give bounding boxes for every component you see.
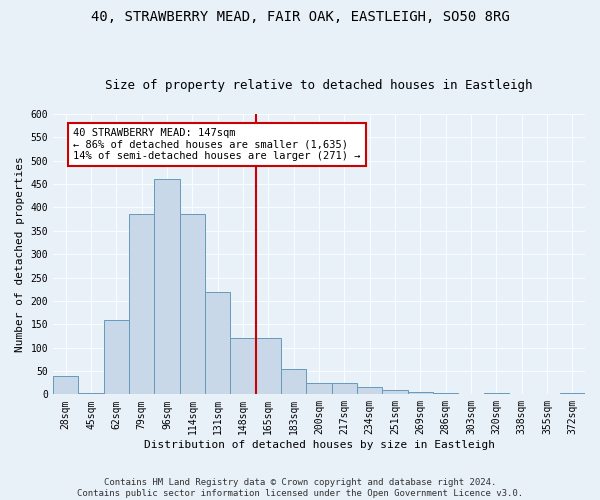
Bar (307, 382, 332, 394)
Title: Size of property relative to detached houses in Eastleigh: Size of property relative to detached ho… (105, 79, 533, 92)
Bar (154, 180, 179, 394)
X-axis label: Distribution of detached houses by size in Eastleigh: Distribution of detached houses by size … (143, 440, 494, 450)
Bar (433, 393, 458, 394)
Text: Contains HM Land Registry data © Crown copyright and database right 2024.
Contai: Contains HM Land Registry data © Crown c… (77, 478, 523, 498)
Bar (79, 393, 104, 394)
Bar (357, 388, 382, 394)
Bar (129, 214, 154, 394)
Bar (179, 214, 205, 394)
Text: 40, STRAWBERRY MEAD, FAIR OAK, EASTLEIGH, SO50 8RG: 40, STRAWBERRY MEAD, FAIR OAK, EASTLEIGH… (91, 10, 509, 24)
Bar (407, 392, 433, 394)
Bar (53, 376, 79, 394)
Bar (281, 368, 307, 394)
Bar (382, 390, 407, 394)
Bar (230, 338, 256, 394)
Y-axis label: Number of detached properties: Number of detached properties (15, 156, 25, 352)
Text: 40 STRAWBERRY MEAD: 147sqm
← 86% of detached houses are smaller (1,635)
14% of s: 40 STRAWBERRY MEAD: 147sqm ← 86% of deta… (73, 128, 361, 161)
Bar (256, 338, 281, 394)
Bar (205, 292, 230, 395)
Bar (104, 320, 129, 394)
Bar (332, 382, 357, 394)
